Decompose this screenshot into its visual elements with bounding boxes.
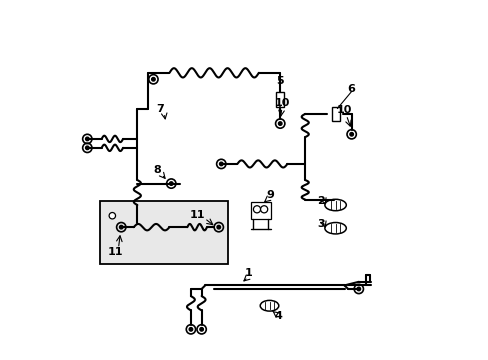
Circle shape	[189, 328, 192, 331]
Circle shape	[356, 287, 360, 291]
Circle shape	[119, 225, 123, 229]
Circle shape	[85, 146, 89, 150]
Circle shape	[109, 212, 115, 219]
Text: 10: 10	[336, 105, 351, 115]
Text: 10: 10	[274, 98, 289, 108]
Ellipse shape	[324, 222, 346, 234]
Circle shape	[85, 137, 89, 141]
Circle shape	[253, 206, 260, 213]
Text: 1: 1	[244, 268, 251, 278]
Text: 7: 7	[156, 104, 164, 113]
Circle shape	[217, 225, 220, 229]
Text: 11: 11	[189, 210, 204, 220]
Ellipse shape	[260, 300, 278, 311]
Circle shape	[219, 162, 223, 166]
Bar	[100, 202, 228, 264]
Ellipse shape	[324, 199, 346, 211]
Circle shape	[169, 182, 173, 185]
Text: 2: 2	[317, 196, 325, 206]
Text: 5: 5	[275, 76, 283, 86]
Bar	[250, 202, 270, 219]
Text: 9: 9	[266, 190, 274, 200]
Text: 11: 11	[107, 247, 122, 257]
Circle shape	[260, 206, 267, 213]
Text: 3: 3	[317, 219, 325, 229]
Text: 6: 6	[347, 84, 355, 94]
Text: 8: 8	[153, 165, 161, 175]
Text: 4: 4	[274, 311, 282, 321]
Bar	[331, 107, 339, 121]
Bar	[276, 93, 284, 107]
Circle shape	[200, 328, 203, 331]
Circle shape	[349, 132, 353, 136]
Circle shape	[151, 77, 155, 81]
Circle shape	[278, 122, 282, 125]
